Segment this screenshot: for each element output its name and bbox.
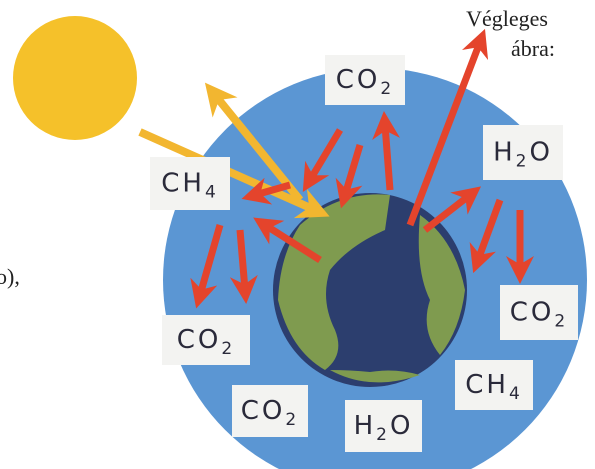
formula-part: CO bbox=[241, 396, 286, 426]
subscript: 4 bbox=[509, 384, 523, 404]
gas-label: CO2 bbox=[500, 285, 578, 340]
sun bbox=[13, 16, 137, 140]
illustration: Végleges ábra: o), CO2H2OCH4CO2CO2CO2H2O… bbox=[0, 0, 595, 469]
gas-label: CO2 bbox=[232, 385, 308, 437]
subscript: 2 bbox=[376, 425, 390, 445]
subscript: 2 bbox=[221, 339, 235, 359]
caption: Végleges bbox=[466, 6, 548, 31]
formula-part: O bbox=[529, 138, 552, 168]
formula-part: H bbox=[354, 411, 377, 441]
caption: ábra: bbox=[511, 36, 555, 61]
subscript: 4 bbox=[205, 183, 219, 203]
gas-label: CO2 bbox=[325, 55, 405, 105]
subscript: 2 bbox=[380, 79, 394, 99]
subscript: 2 bbox=[516, 152, 530, 172]
formula-part: CH bbox=[161, 169, 205, 199]
gas-label: H2O bbox=[483, 125, 563, 180]
formula-part: CH bbox=[465, 370, 509, 400]
formula-part: O bbox=[390, 411, 413, 441]
gas-label: H2O bbox=[345, 400, 422, 452]
formula-part: H bbox=[493, 138, 516, 168]
formula-part: CO bbox=[336, 65, 381, 95]
subscript: 2 bbox=[285, 410, 299, 430]
subscript: 2 bbox=[554, 312, 568, 332]
gas-label: CH4 bbox=[150, 157, 230, 210]
formula-part: CO bbox=[177, 325, 222, 355]
side-text: o), bbox=[0, 264, 20, 289]
formula-part: CO bbox=[510, 298, 555, 328]
gas-label: CO2 bbox=[162, 315, 250, 365]
gas-label: CH4 bbox=[455, 360, 533, 410]
